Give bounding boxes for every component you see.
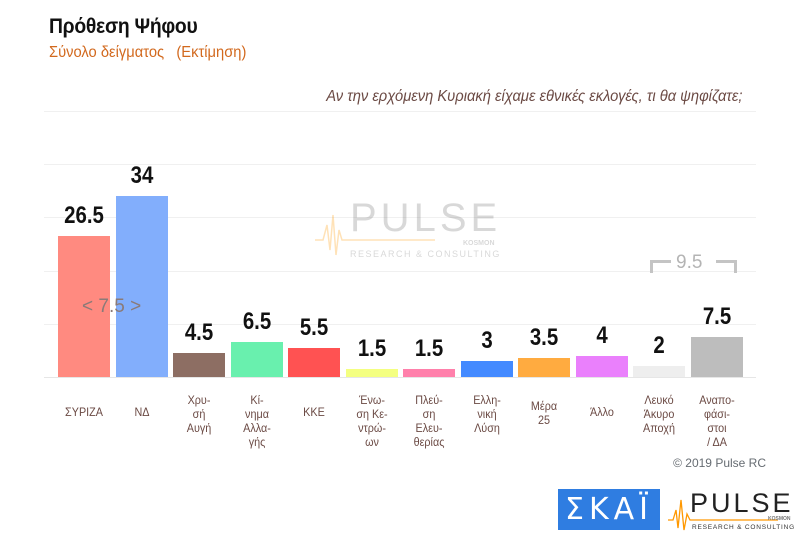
bar-value-label: 3 <box>480 327 493 355</box>
bar-value-label: 4.5 <box>184 319 214 347</box>
bar <box>633 366 685 377</box>
bar-value-label: 1.5 <box>414 335 444 363</box>
pulse-tag: KOSMON <box>768 516 791 522</box>
category-label: Μέρα 25 <box>530 399 558 427</box>
chart-title: Πρόθεση Ψήφου <box>49 15 198 38</box>
bar-value-label: 7.5 <box>702 303 731 331</box>
bar <box>230 342 283 377</box>
bracket-annotation: 9.5 <box>676 252 703 273</box>
bar-value-label: 6.5 <box>242 308 271 336</box>
category-label: ΚΚΕ <box>303 405 325 419</box>
survey-question: Αν την ερχόμενη Κυριακή είχαμε εθνικές ε… <box>325 88 742 105</box>
chart-subtitle: Σύνολο δείγματος (Εκτίμηση) <box>49 44 247 61</box>
pulse-sub: RESEARCH & CONSULTING <box>692 524 795 531</box>
category-label: Πλεύ- ση Ελευ- θερίας <box>413 393 445 449</box>
bar-value-label: 4 <box>595 321 608 349</box>
pulse-brand: PULSE <box>690 488 794 518</box>
skai-logo: ΣΚΑΪ <box>558 489 660 530</box>
category-label: ΣΥΡΙΖΑ <box>65 405 103 419</box>
category-label: Ελλη- νική Λύση <box>472 393 501 435</box>
bar <box>345 369 398 377</box>
gridline <box>44 164 756 166</box>
bar <box>575 355 628 377</box>
gridline <box>44 217 756 219</box>
bar-value-label: 3.5 <box>529 324 559 352</box>
gap-annotation: < 7.5 > <box>82 296 142 317</box>
category-label: Κί- νημα Αλλα- γής <box>242 393 271 449</box>
bar <box>115 196 168 377</box>
bar <box>288 347 340 377</box>
bar <box>58 236 110 377</box>
bar-value-label: 34 <box>130 162 153 190</box>
bracket-right <box>716 260 737 273</box>
pulse-logo: PULSE KOSMON RESEARCH & CONSULTING <box>668 488 795 531</box>
category-label: Αναπο- φάσι- στοι / ΔΑ <box>698 393 735 449</box>
bar <box>460 361 513 377</box>
category-label: ΝΔ <box>133 405 150 419</box>
bracket-left <box>650 260 671 273</box>
watermark-brand: PULSE <box>350 196 500 240</box>
bar-value-label: 5.5 <box>299 313 329 341</box>
bar <box>173 353 225 377</box>
bar-value-label: 26.5 <box>64 202 104 230</box>
bar-value-label: 1.5 <box>357 335 386 363</box>
category-label: Ένω- ση Κε- ντρώ- ων <box>355 393 388 449</box>
category-label: Χρυ- σή Αυγή <box>186 393 212 435</box>
bar <box>403 369 455 377</box>
pulse-watermark-logo: PULSE KOSMON RESEARCH & CONSULTING <box>315 196 500 259</box>
category-label: Λευκό Άκυρο Αποχή <box>643 393 675 435</box>
bar <box>518 358 570 377</box>
gridline <box>44 270 756 272</box>
watermark-sub: RESEARCH & CONSULTING <box>350 249 500 259</box>
copyright-note: © 2019 Pulse RC <box>673 456 766 470</box>
gridline <box>44 323 756 325</box>
category-label: Άλλο <box>589 405 614 419</box>
gridline <box>44 111 756 112</box>
chart-baseline <box>44 377 756 378</box>
watermark-tag: KOSMON <box>463 240 495 247</box>
bar <box>690 337 743 377</box>
bar-value-label: 2 <box>653 332 665 360</box>
